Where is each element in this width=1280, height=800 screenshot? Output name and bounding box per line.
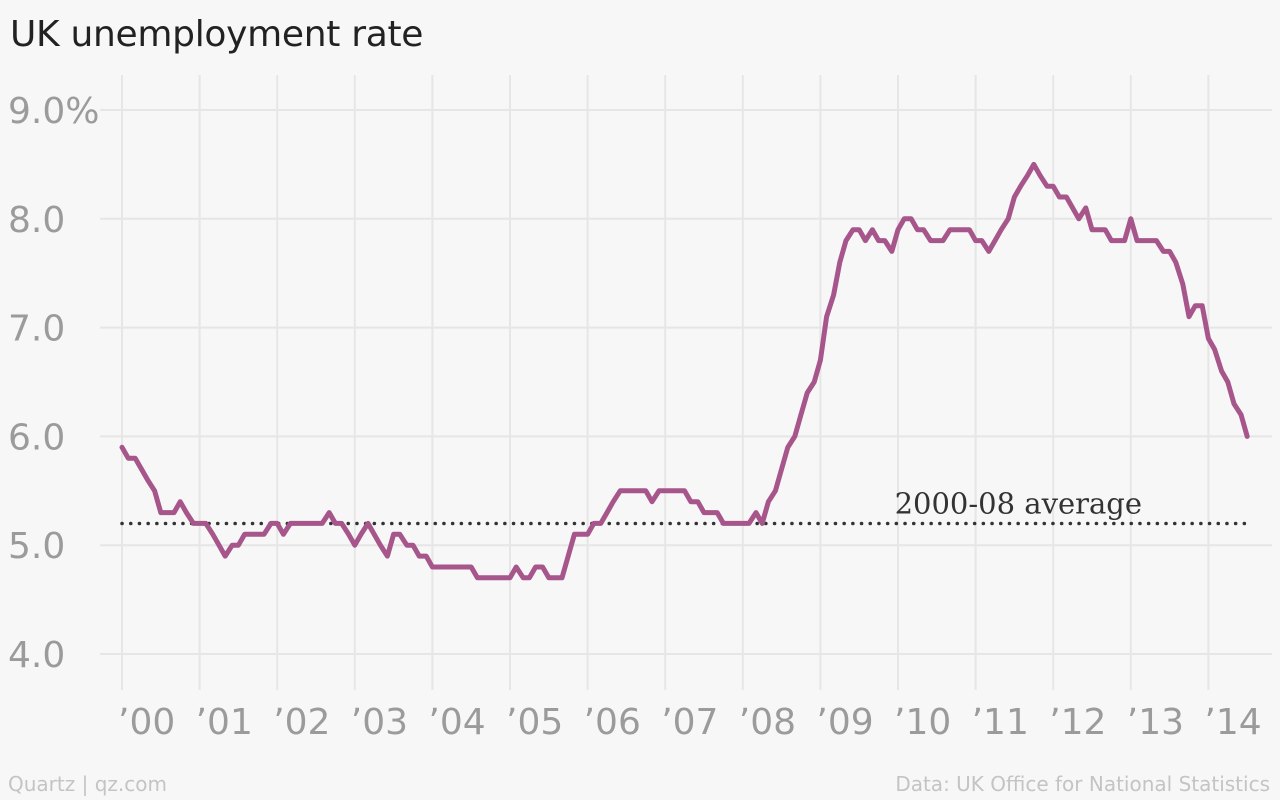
x-tick-label: ’10 [894,702,951,743]
footer-source: Data: UK Office for National Statistics [895,772,1270,796]
y-tick-label: 9.0% [8,91,99,132]
y-tick-label: 8.0 [8,200,65,241]
x-tick-label: ’02 [273,702,330,743]
x-tick-label: ’04 [428,702,485,743]
x-tick-label: ’07 [661,702,718,743]
average-reference-label: 2000-08 average [895,486,1142,520]
unemployment-rate-line [119,161,1250,581]
x-tick-label: ’09 [816,702,873,743]
y-axis-tick-labels: 4.0 5.0 6.0 7.0 8.0 9.0% [8,91,99,676]
x-tick-label: ’08 [739,702,796,743]
gridlines [100,75,1272,690]
x-tick-label: ’03 [351,702,408,743]
x-tick-label: ’05 [506,702,563,743]
y-tick-label: 5.0 [8,526,65,567]
x-tick-label: ’11 [972,702,1029,743]
x-tick-label: ’13 [1127,702,1184,743]
y-tick-label: 7.0 [8,309,65,350]
x-tick-label: ’00 [118,702,175,743]
y-tick-label: 6.0 [8,417,65,458]
x-tick-label: ’14 [1204,702,1261,743]
chart-title: UK unemployment rate [10,14,424,55]
x-axis-tick-labels: ’00 ’01 ’02 ’03 ’04 ’05 ’06 ’07 ’08 ’09 ’10 ’11 ’12 ’… [118,702,1262,743]
x-tick-label: ’01 [196,702,253,743]
x-tick-label: ’12 [1049,702,1106,743]
y-tick-label: 4.0 [8,635,65,676]
x-tick-label: ’06 [584,702,641,743]
reference-average: 2000-08 average [120,486,1252,526]
footer-credit: Quartz | qz.com [8,772,167,796]
series-layer [119,161,1250,581]
